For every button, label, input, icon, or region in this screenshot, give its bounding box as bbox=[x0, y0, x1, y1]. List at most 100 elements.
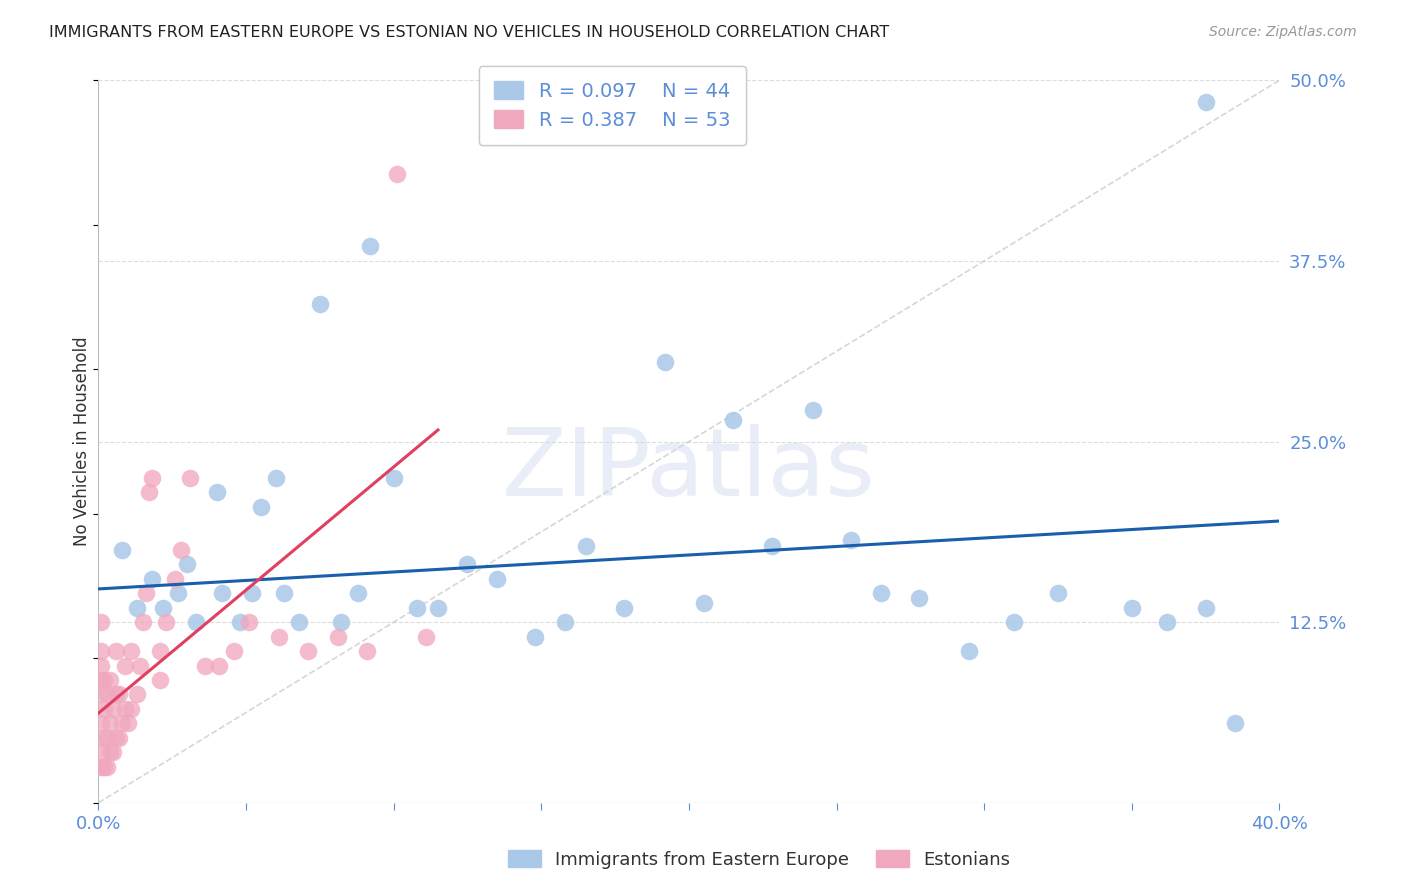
Point bbox=[264, 470, 287, 484]
Point bbox=[90, 615, 112, 630]
Point bbox=[105, 687, 128, 701]
Point bbox=[457, 558, 479, 572]
Point bbox=[111, 716, 134, 731]
Point bbox=[167, 586, 190, 600]
Point bbox=[90, 760, 112, 774]
Point bbox=[959, 644, 981, 658]
Point bbox=[309, 297, 332, 311]
Point bbox=[693, 596, 716, 610]
Point bbox=[111, 542, 134, 557]
Point bbox=[415, 630, 437, 644]
Point bbox=[486, 572, 509, 586]
Point bbox=[98, 745, 121, 759]
Point bbox=[205, 485, 228, 500]
Point bbox=[90, 644, 112, 658]
Point bbox=[141, 572, 163, 586]
Point bbox=[1002, 615, 1025, 630]
Point bbox=[179, 470, 201, 484]
Point bbox=[211, 586, 233, 600]
Point bbox=[359, 239, 381, 253]
Point bbox=[613, 600, 636, 615]
Point bbox=[406, 600, 429, 615]
Point bbox=[326, 630, 349, 644]
Point bbox=[138, 485, 160, 500]
Point bbox=[125, 687, 148, 701]
Point bbox=[135, 586, 157, 600]
Point bbox=[356, 644, 378, 658]
Point bbox=[90, 687, 112, 701]
Point bbox=[385, 167, 408, 181]
Point bbox=[224, 644, 246, 658]
Point bbox=[273, 586, 295, 600]
Point bbox=[870, 586, 893, 600]
Point bbox=[176, 558, 198, 572]
Point bbox=[149, 673, 172, 687]
Point bbox=[132, 615, 155, 630]
Point bbox=[120, 644, 142, 658]
Point bbox=[654, 355, 676, 369]
Point bbox=[329, 615, 352, 630]
Point bbox=[575, 539, 598, 553]
Point bbox=[1046, 586, 1070, 600]
Legend: R = 0.097    N = 44, R = 0.387    N = 53: R = 0.097 N = 44, R = 0.387 N = 53 bbox=[478, 66, 745, 145]
Point bbox=[98, 673, 121, 687]
Point bbox=[155, 615, 177, 630]
Point bbox=[347, 586, 370, 600]
Point bbox=[90, 658, 112, 673]
Point bbox=[229, 615, 252, 630]
Point bbox=[554, 615, 576, 630]
Point bbox=[93, 673, 115, 687]
Point bbox=[108, 731, 131, 745]
Point bbox=[267, 630, 290, 644]
Point bbox=[288, 615, 311, 630]
Point bbox=[114, 702, 136, 716]
Point bbox=[103, 702, 125, 716]
Y-axis label: No Vehicles in Household: No Vehicles in Household bbox=[73, 336, 91, 547]
Point bbox=[96, 687, 118, 701]
Point bbox=[108, 687, 131, 701]
Text: IMMIGRANTS FROM EASTERN EUROPE VS ESTONIAN NO VEHICLES IN HOUSEHOLD CORRELATION : IMMIGRANTS FROM EASTERN EUROPE VS ESTONI… bbox=[49, 25, 890, 40]
Point bbox=[96, 760, 118, 774]
Point bbox=[238, 615, 260, 630]
Point bbox=[723, 413, 745, 427]
Point bbox=[90, 716, 112, 731]
Point bbox=[1121, 600, 1143, 615]
Point bbox=[240, 586, 263, 600]
Text: Source: ZipAtlas.com: Source: ZipAtlas.com bbox=[1209, 25, 1357, 39]
Point bbox=[105, 644, 128, 658]
Point bbox=[114, 658, 136, 673]
Point bbox=[427, 600, 450, 615]
Point bbox=[801, 402, 824, 417]
Text: ZIPatlas: ZIPatlas bbox=[502, 425, 876, 516]
Point bbox=[208, 658, 231, 673]
Point bbox=[120, 702, 142, 716]
Point bbox=[761, 539, 783, 553]
Point bbox=[96, 731, 118, 745]
Point bbox=[194, 658, 217, 673]
Point bbox=[141, 470, 163, 484]
Point bbox=[250, 500, 273, 514]
Point bbox=[98, 716, 121, 731]
Point bbox=[149, 644, 172, 658]
Point bbox=[1195, 600, 1218, 615]
Point bbox=[93, 702, 115, 716]
Point bbox=[1225, 716, 1247, 731]
Point bbox=[93, 760, 115, 774]
Point bbox=[105, 731, 128, 745]
Point bbox=[90, 745, 112, 759]
Point bbox=[841, 533, 863, 547]
Point bbox=[165, 572, 187, 586]
Point bbox=[117, 716, 139, 731]
Point bbox=[125, 600, 148, 615]
Point bbox=[128, 658, 150, 673]
Point bbox=[1195, 95, 1218, 109]
Point bbox=[908, 591, 931, 605]
Legend: Immigrants from Eastern Europe, Estonians: Immigrants from Eastern Europe, Estonian… bbox=[501, 843, 1018, 876]
Point bbox=[1156, 615, 1178, 630]
Point bbox=[152, 600, 174, 615]
Point bbox=[93, 731, 115, 745]
Point bbox=[90, 673, 112, 687]
Point bbox=[382, 470, 405, 484]
Point bbox=[524, 630, 547, 644]
Point bbox=[103, 745, 125, 759]
